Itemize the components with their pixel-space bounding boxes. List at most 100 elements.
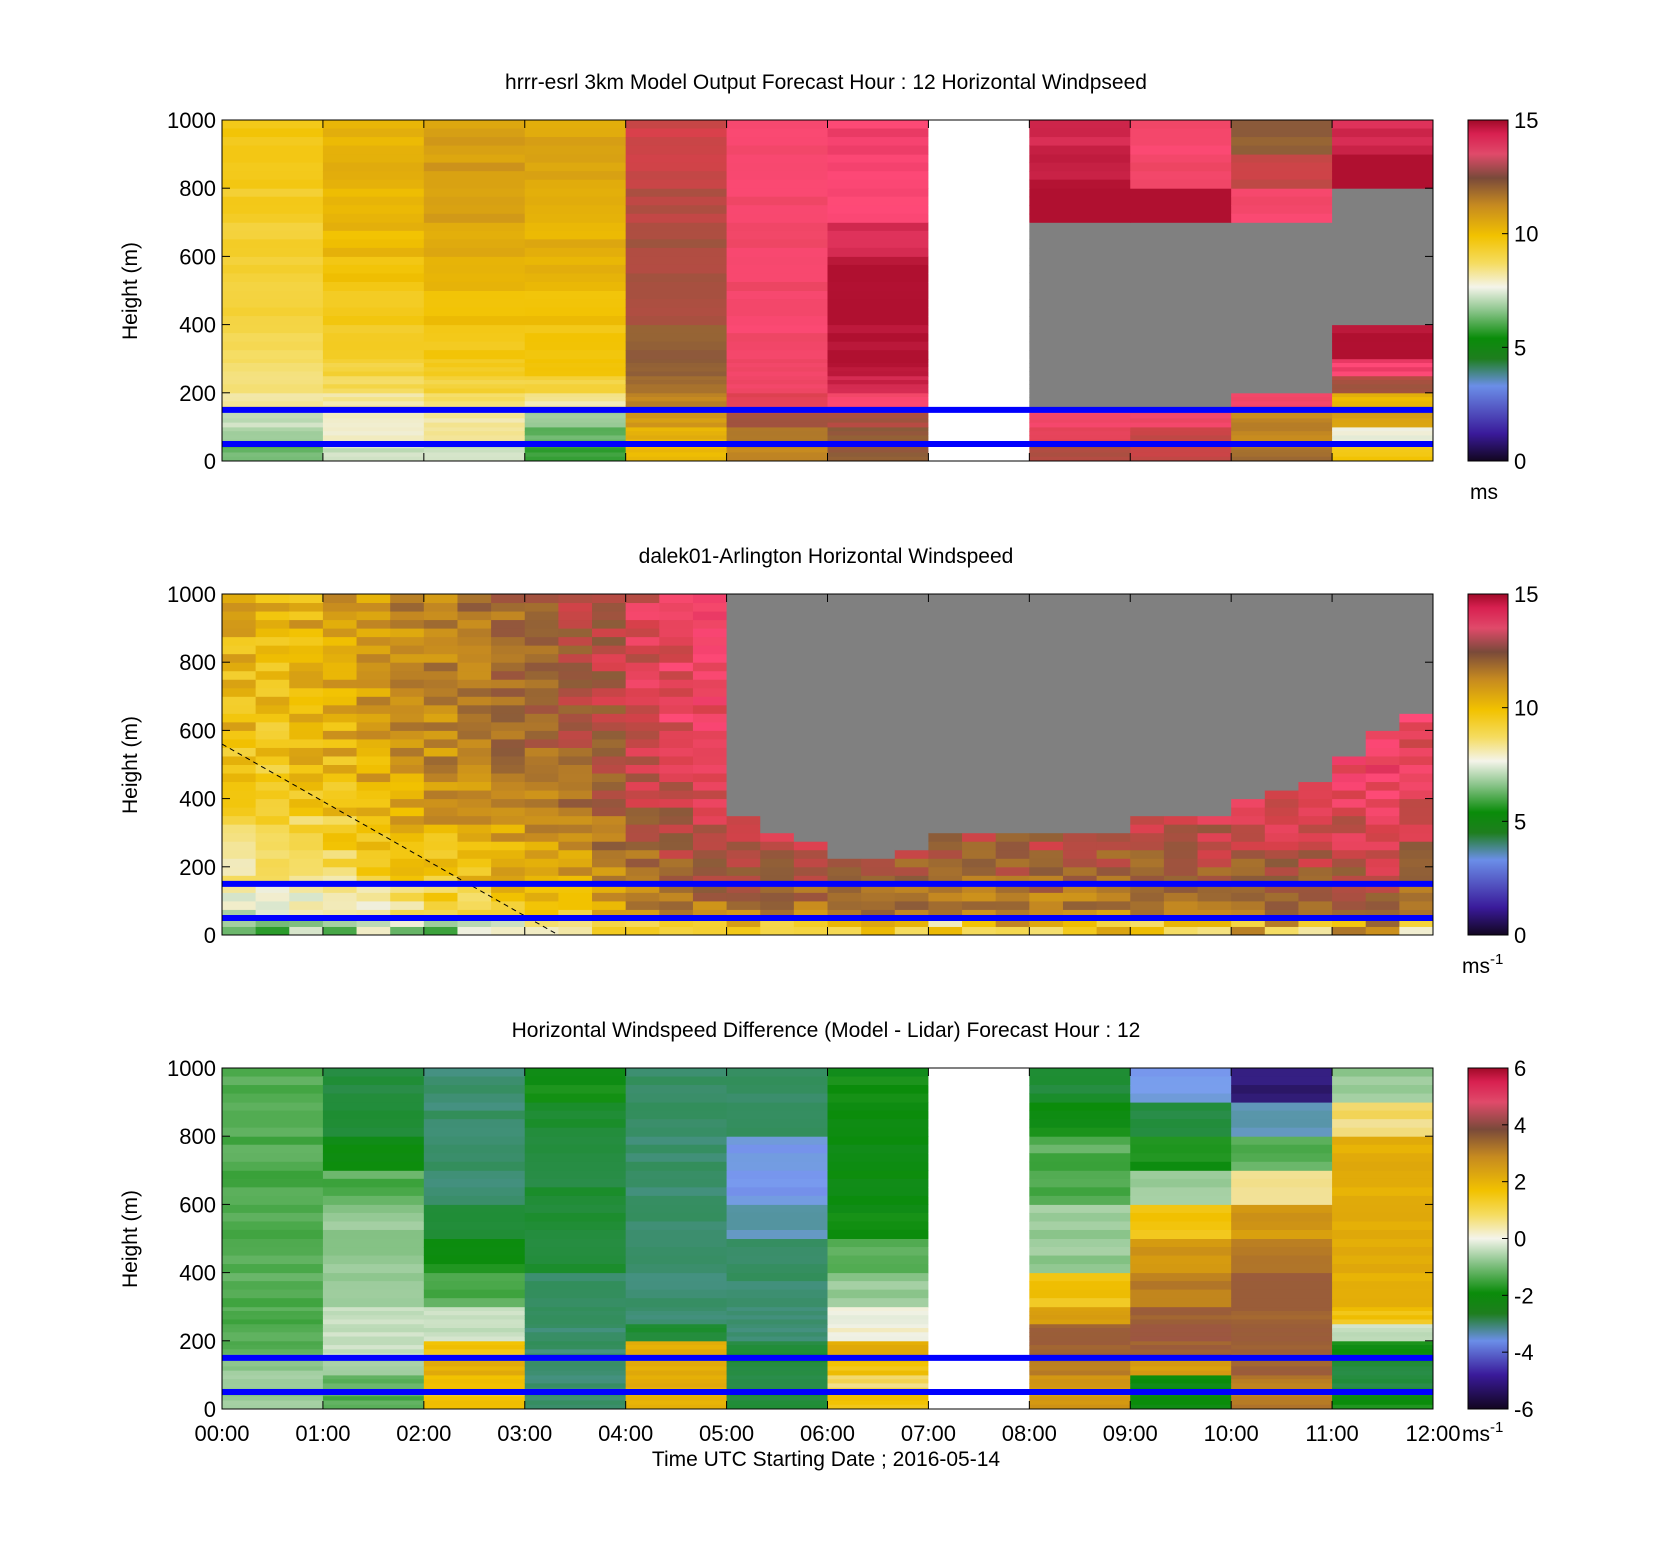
profile-cell <box>1365 900 1400 910</box>
heatmap-cell <box>928 1336 1030 1342</box>
profile-cell <box>995 619 1030 629</box>
heatmap-cell <box>1332 1366 1434 1372</box>
heatmap-cell <box>928 1153 1030 1163</box>
heatmap-cell <box>928 1102 1030 1112</box>
profile-cell <box>1029 849 1064 859</box>
profile-cell <box>322 866 358 876</box>
heatmap-cell <box>1231 154 1333 164</box>
profile-cell <box>1130 824 1165 834</box>
heatmap-cell <box>1029 456 1131 462</box>
profile-cell <box>1264 721 1299 731</box>
profile-cell <box>1130 755 1165 765</box>
profile-cell <box>222 832 257 842</box>
profile-cell <box>524 636 559 646</box>
heatmap-cell <box>222 1374 324 1380</box>
heatmap-cell <box>524 341 627 351</box>
heatmap-cell <box>423 264 526 274</box>
profile-cell <box>692 679 728 689</box>
heatmap-cell <box>1029 1349 1131 1355</box>
profile-cell <box>390 670 425 680</box>
profile-cell <box>692 704 728 714</box>
profile-cell <box>592 679 627 689</box>
profile-cell <box>1029 721 1064 731</box>
profile-cell <box>222 883 257 893</box>
heatmap-cell <box>524 452 627 458</box>
heatmap-cell <box>423 418 526 424</box>
heatmap-cell <box>1130 371 1232 377</box>
profile-cell <box>457 679 492 689</box>
heatmap-cell <box>524 414 627 419</box>
heatmap-cell <box>1231 1400 1333 1406</box>
profile-cell <box>726 755 761 765</box>
heatmap-cell <box>1130 1315 1232 1320</box>
heatmap-cell <box>1231 1068 1333 1078</box>
profile-cell <box>1163 892 1199 902</box>
heatmap-cell <box>423 1255 526 1265</box>
profile-cell <box>692 866 728 876</box>
profile-cell <box>1029 670 1064 680</box>
profile-cell <box>692 602 728 612</box>
profile-cell <box>1231 713 1266 723</box>
profile-cell <box>1365 721 1400 731</box>
colorbar-unit: ms <box>1470 481 1498 504</box>
profile-cell <box>726 704 761 714</box>
profile-cell <box>1062 611 1098 621</box>
y-tick-label: 800 <box>179 1124 216 1149</box>
profile-cell <box>1130 790 1165 800</box>
profile-cell <box>625 611 660 621</box>
heatmap-cell <box>928 380 1030 385</box>
profile-cell <box>827 832 862 842</box>
profile-cell <box>1163 798 1199 808</box>
profile-cell <box>1231 781 1266 791</box>
profile-cell <box>1365 832 1400 842</box>
profile-cell <box>1264 764 1299 774</box>
heatmap-cell <box>423 1404 526 1410</box>
heatmap-cell <box>625 397 728 402</box>
heatmap-cell <box>827 307 929 317</box>
profile-cell <box>793 841 828 851</box>
heatmap-cell <box>827 1264 929 1274</box>
profile-cell <box>793 670 828 680</box>
profile-cell <box>558 764 593 774</box>
heatmap-cell <box>524 307 627 317</box>
profile-cell <box>1231 909 1266 919</box>
profile-cell <box>491 713 526 723</box>
profile-cell <box>793 687 828 697</box>
profile-cell <box>726 747 761 757</box>
profile-cell <box>1163 875 1199 885</box>
profile-cell <box>659 815 694 825</box>
heatmap-cell <box>423 333 526 343</box>
heatmap-cell <box>322 1144 425 1154</box>
profile-cell <box>1399 730 1434 740</box>
x-tick-label: 03:00 <box>497 1421 552 1446</box>
heatmap-cell <box>322 281 425 291</box>
heatmap-cell <box>726 1204 828 1214</box>
heatmap-cell <box>222 1085 324 1095</box>
profile-cell <box>726 866 761 876</box>
heatmap-cell <box>1231 1076 1333 1086</box>
profile-cell <box>356 730 391 740</box>
heatmap-cell <box>1332 1255 1434 1265</box>
heatmap-cell <box>423 1212 526 1222</box>
profile-cell <box>1130 602 1165 612</box>
heatmap-cell <box>222 1204 324 1214</box>
profile-cell <box>1130 883 1165 893</box>
heatmap-cell <box>625 1310 728 1316</box>
heatmap-cell <box>1231 1315 1333 1320</box>
profile-cell <box>1130 764 1165 774</box>
heatmap-cell <box>222 1119 324 1129</box>
heatmap-cell <box>827 120 929 130</box>
profile-cell <box>793 628 828 638</box>
profile-cell <box>692 721 728 731</box>
heatmap-cell <box>1130 1400 1232 1406</box>
profile-cell <box>524 628 559 638</box>
profile-cell <box>1231 807 1266 817</box>
heatmap-cell <box>928 128 1030 138</box>
heatmap-cell <box>726 1229 828 1239</box>
heatmap-cell <box>222 422 324 428</box>
heatmap-cell <box>726 1264 828 1274</box>
profile-cell <box>524 679 559 689</box>
heatmap-cell <box>524 1332 627 1338</box>
heatmap-cell <box>1029 1404 1131 1410</box>
heatmap-cell <box>928 1345 1030 1350</box>
